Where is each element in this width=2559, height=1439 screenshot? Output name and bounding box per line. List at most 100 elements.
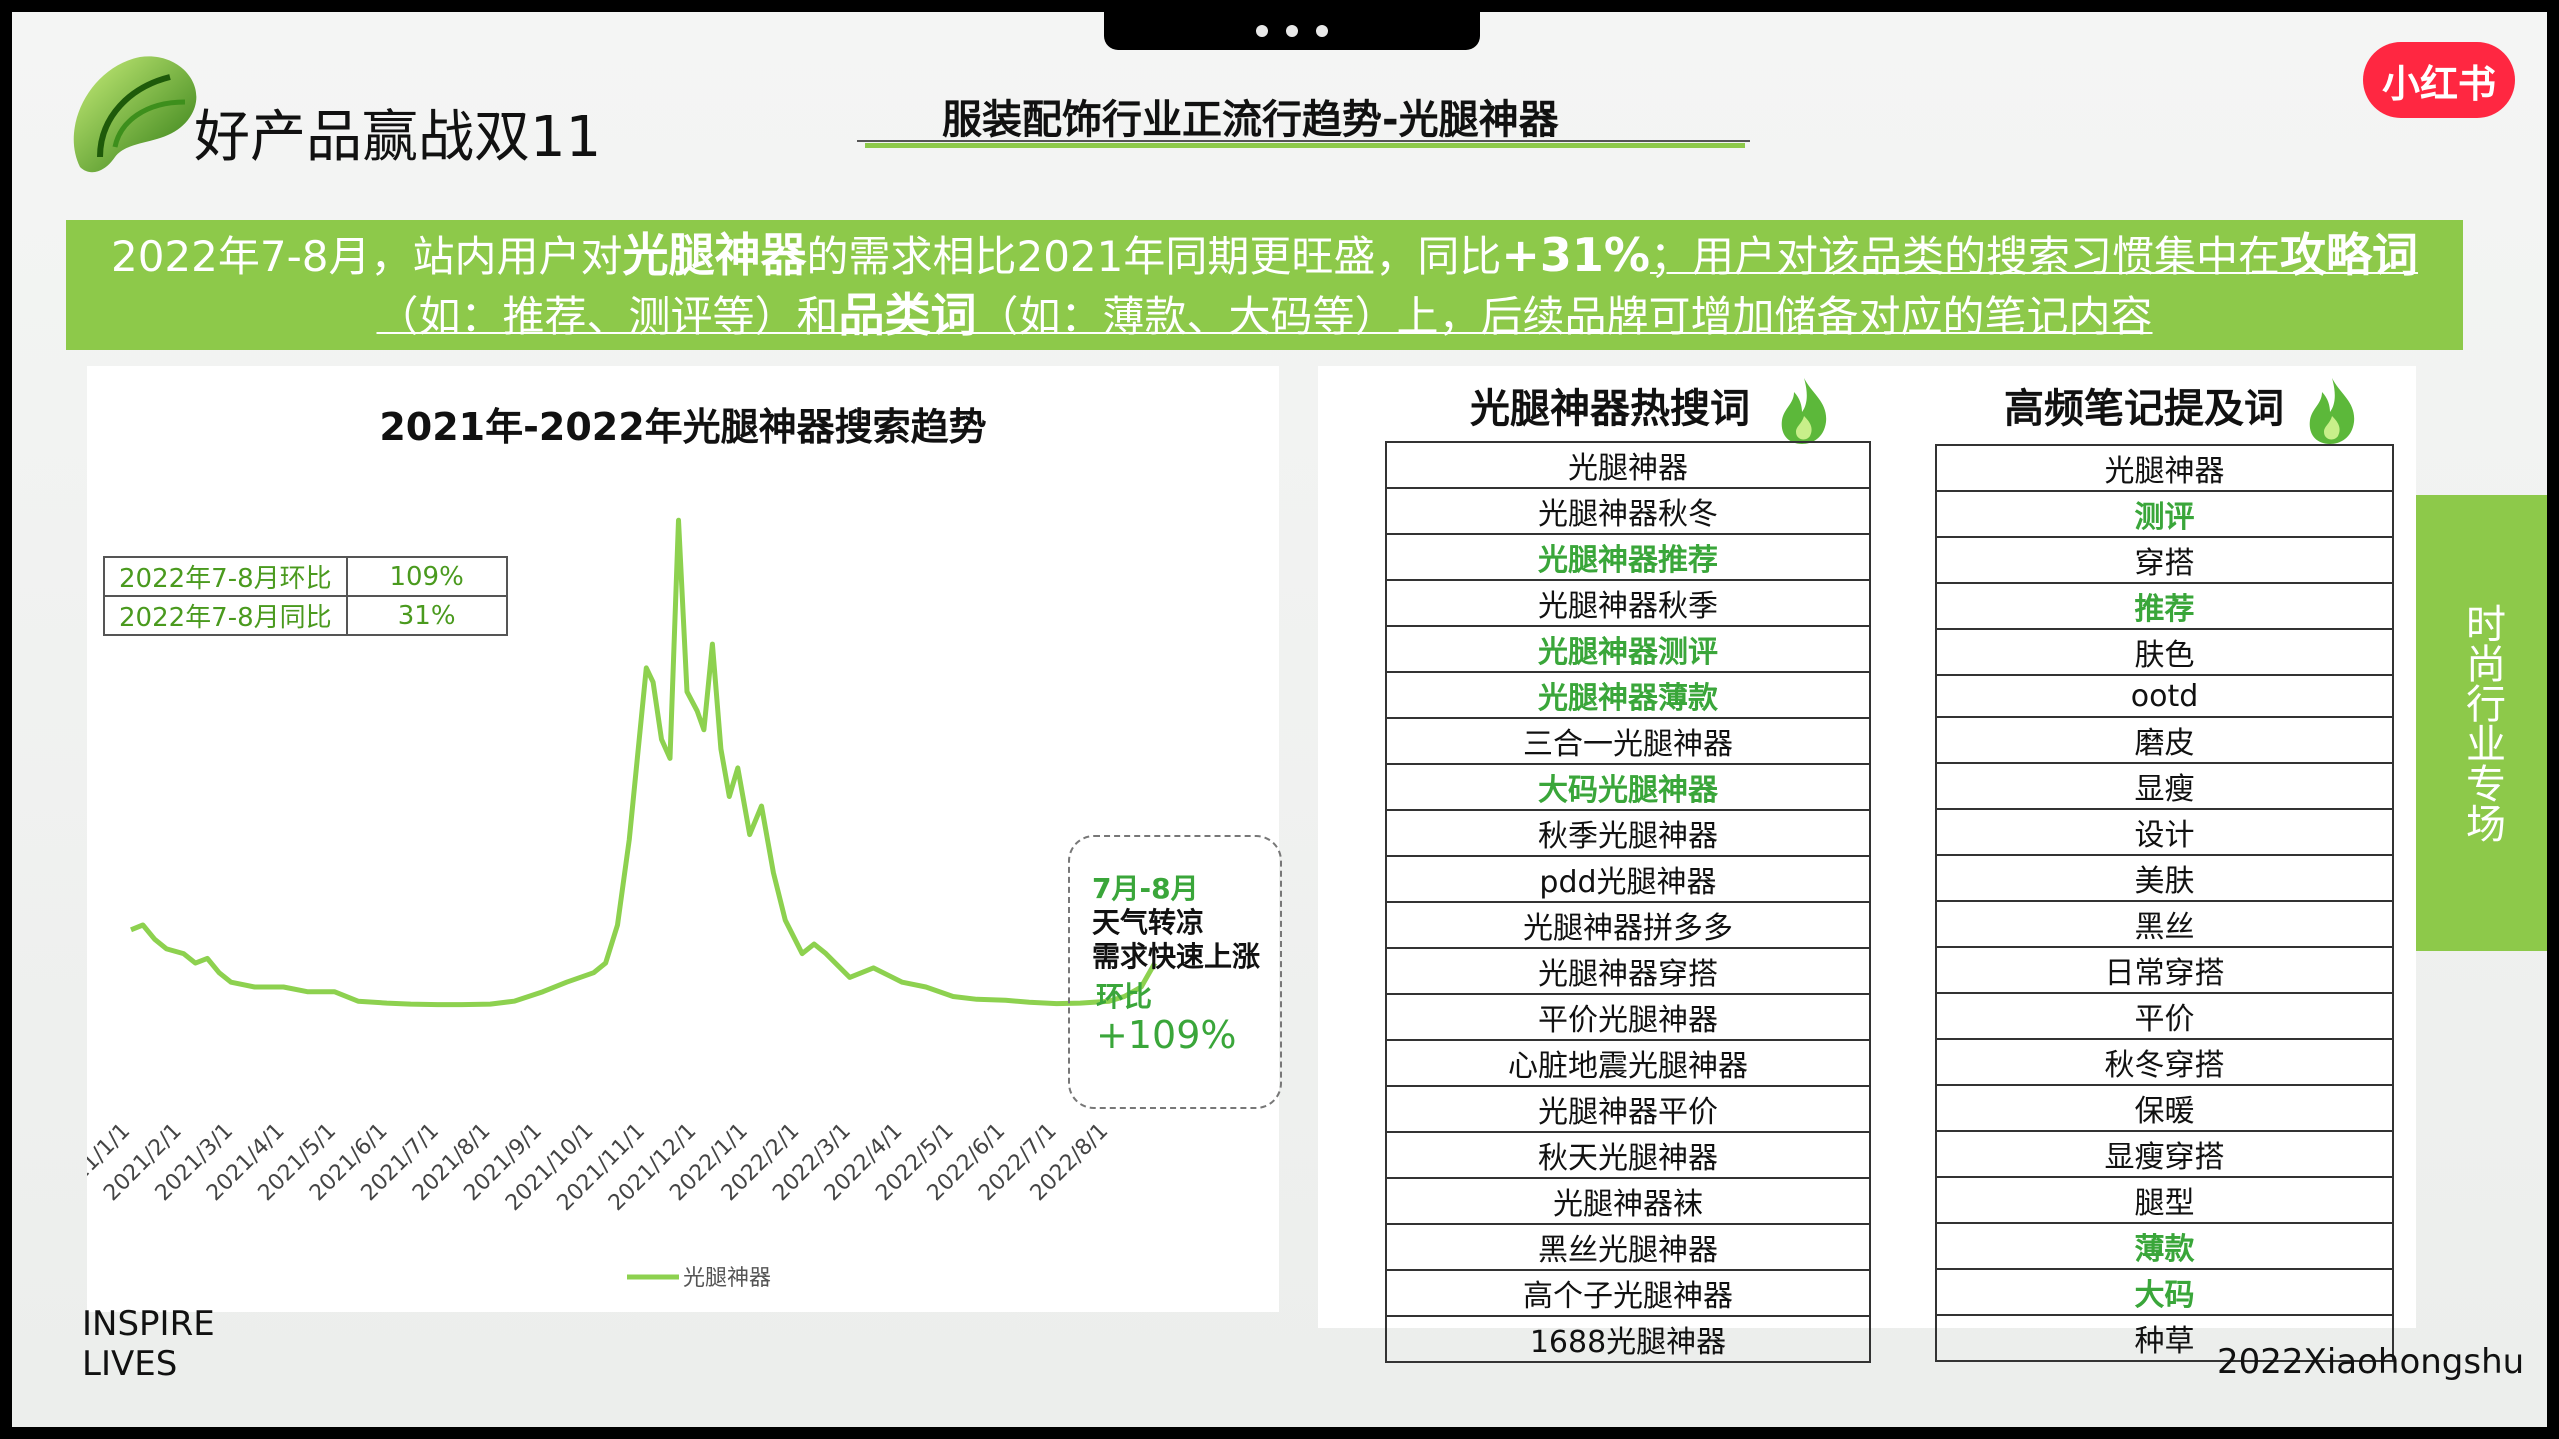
table-row: 秋季光腿神器 <box>1385 809 1871 857</box>
keyword-cell: 设计 <box>1935 808 2394 856</box>
banner-highlight: 品类词 <box>838 288 977 342</box>
stats-value: 31% <box>345 595 508 636</box>
table-row: 平价 <box>1935 992 2394 1040</box>
keyword-cell: 日常穿搭 <box>1935 946 2394 994</box>
table-row: 种草 <box>1935 1314 2394 1362</box>
callout-line: 需求快速上涨 <box>1092 940 1261 973</box>
banner-text: 2022年7-8月，站内用户对 <box>110 232 623 281</box>
high-freq-table: 光腿神器 测评 穿搭 推荐 肤色 ootd 磨皮 显瘦 设计 美肤 黑丝 日常穿搭 平价 秋冬穿搭 保暖 显瘦… <box>1935 444 2394 1362</box>
table-row: 光腿神器秋季 <box>1385 579 1871 627</box>
banner-text: （如：推荐、测评等）和 <box>376 292 839 341</box>
callout-period: 7月-8月 <box>1092 872 1199 905</box>
side-tab-fashion[interactable]: 时尚行业专场 <box>2416 495 2547 951</box>
keyword-cell: 测评 <box>1935 490 2394 538</box>
callout-box: 7月-8月 天气转凉 需求快速上涨 环比 +109% <box>1068 835 1282 1109</box>
banner-text: 的需求相比2021年同期更旺盛，同比 <box>806 232 1502 281</box>
table-row: 秋冬穿搭 <box>1935 1038 2394 1086</box>
table-row: 设计 <box>1935 808 2394 856</box>
keyword-cell: 秋冬穿搭 <box>1935 1038 2394 1086</box>
keyword-cell: 光腿神器 <box>1385 441 1871 489</box>
table-row: 显瘦穿搭 <box>1935 1130 2394 1178</box>
table-row: 黑丝光腿神器 <box>1385 1223 1871 1271</box>
dot-icon <box>1256 25 1268 37</box>
keyword-cell: 平价 <box>1935 992 2394 1040</box>
copyright: 2022Xiaohongshu <box>2217 1342 2525 1382</box>
dot-icon <box>1316 25 1328 37</box>
search-trend-chart-card: 光腿神器 2021/1/1 2021/2/1 2021/3/1 2021/4/1 2021… <box>87 366 1282 1312</box>
keyword-cell: 黑丝 <box>1935 900 2394 948</box>
high-freq-title: 高频笔记提及词 <box>2004 386 2284 432</box>
keyword-cell: 种草 <box>1935 1314 2394 1362</box>
table-row: 日常穿搭 <box>1935 946 2394 994</box>
table-row: 保暖 <box>1935 1084 2394 1132</box>
green-leaf-logo-icon <box>73 56 197 173</box>
table-row: 三合一光腿神器 <box>1385 717 1871 765</box>
banner-text: ；用户对该品类的搜索习惯集中在 <box>1650 232 2281 281</box>
stats-label: 2022年7-8月同比 <box>103 595 348 636</box>
callout-line: 天气转凉 <box>1092 906 1205 939</box>
table-row: 平价光腿神器 <box>1385 993 1871 1041</box>
table-row: 光腿神器穿搭 <box>1385 947 1871 995</box>
flame-icon <box>2309 378 2355 444</box>
keyword-cell: 显瘦穿搭 <box>1935 1130 2394 1178</box>
keyword-cell: 光腿神器拼多多 <box>1385 901 1871 949</box>
brand-title: 好产品赢战双11 <box>194 105 602 170</box>
summary-banner: 2022年7-8月，站内用户对光腿神器的需求相比2021年同期更旺盛，同比+31… <box>66 220 2463 350</box>
keyword-cell: 心脏地震光腿神器 <box>1385 1039 1871 1087</box>
trend-chart: 光腿神器2021/1/12021/2/12021/3/12021/4/12021… <box>87 517 1157 1291</box>
table-row: ootd <box>1935 674 2394 718</box>
table-row: 薄款 <box>1935 1222 2394 1270</box>
keyword-cell: 光腿神器秋冬 <box>1385 487 1871 535</box>
keyword-cell: 平价光腿神器 <box>1385 993 1871 1041</box>
keyword-cell: 光腿神器袜 <box>1385 1177 1871 1225</box>
tagline-line: INSPIRE <box>82 1304 215 1344</box>
table-row: 肤色 <box>1935 628 2394 676</box>
keyword-cell: 光腿神器测评 <box>1385 625 1871 673</box>
keyword-cell: 大码光腿神器 <box>1385 763 1871 811</box>
keyword-cell: 1688光腿神器 <box>1385 1315 1871 1363</box>
table-row: 磨皮 <box>1935 716 2394 764</box>
keyword-cell: pdd光腿神器 <box>1385 855 1871 903</box>
table-row: pdd光腿神器 <box>1385 855 1871 903</box>
chart-title: 2021年-2022年光腿神器搜索趋势 <box>379 405 987 449</box>
keyword-cell: 美肤 <box>1935 854 2394 902</box>
keyword-cell: 穿搭 <box>1935 536 2394 584</box>
keyword-cell: 腿型 <box>1935 1176 2394 1224</box>
keyword-cell: 秋季光腿神器 <box>1385 809 1871 857</box>
table-row: 腿型 <box>1935 1176 2394 1224</box>
inspire-lives-tagline: INSPIRE LIVES <box>82 1304 215 1384</box>
page-title: 服装配饰行业正流行趋势-光腿神器 <box>942 97 1559 143</box>
hot-search-title: 光腿神器热搜词 <box>1470 386 1750 432</box>
keyword-cell: 光腿神器秋季 <box>1385 579 1871 627</box>
table-row: 光腿神器推荐 <box>1385 533 1871 581</box>
keyword-cell: 薄款 <box>1935 1222 2394 1270</box>
keyword-cell: 保暖 <box>1935 1084 2394 1132</box>
table-row: 1688光腿神器 <box>1385 1315 1871 1363</box>
flame-icon <box>1781 378 1827 444</box>
stats-value: 109% <box>345 556 508 597</box>
table-row: 秋天光腿神器 <box>1385 1131 1871 1179</box>
banner-highlight: 攻略词 <box>2280 228 2419 282</box>
table-row: 光腿神器平价 <box>1385 1085 1871 1133</box>
table-row: 穿搭 <box>1935 536 2394 584</box>
keyword-cell: 肤色 <box>1935 628 2394 676</box>
table-row: 大码光腿神器 <box>1385 763 1871 811</box>
keyword-cell: 光腿神器平价 <box>1385 1085 1871 1133</box>
slide: 好产品赢战双11 服装配饰行业正流行趋势-光腿神器 小红书 2022年7-8月，… <box>12 12 2547 1427</box>
table-row: 黑丝 <box>1935 900 2394 948</box>
table-row: 心脏地震光腿神器 <box>1385 1039 1871 1087</box>
table-row: 显瘦 <box>1935 762 2394 810</box>
window-menu-handle[interactable] <box>1104 12 1480 50</box>
keyword-cell: 秋天光腿神器 <box>1385 1131 1871 1179</box>
stats-label: 2022年7-8月环比 <box>103 556 348 597</box>
table-row: 光腿神器薄款 <box>1385 671 1871 719</box>
hot-search-table: 光腿神器 光腿神器秋冬 光腿神器推荐 光腿神器秋季 光腿神器测评 光腿神器薄款 三合一光腿神… <box>1385 441 1871 1363</box>
table-row: 光腿神器 <box>1385 441 1871 489</box>
keyword-cell: 高个子光腿神器 <box>1385 1269 1871 1317</box>
keyword-cell: 推荐 <box>1935 582 2394 630</box>
callout-label: 环比 <box>1096 980 1153 1013</box>
table-row: 推荐 <box>1935 582 2394 630</box>
title-underline-accent <box>865 143 1745 148</box>
keyword-cell: ootd <box>1935 674 2394 718</box>
keyword-cell: 显瘦 <box>1935 762 2394 810</box>
